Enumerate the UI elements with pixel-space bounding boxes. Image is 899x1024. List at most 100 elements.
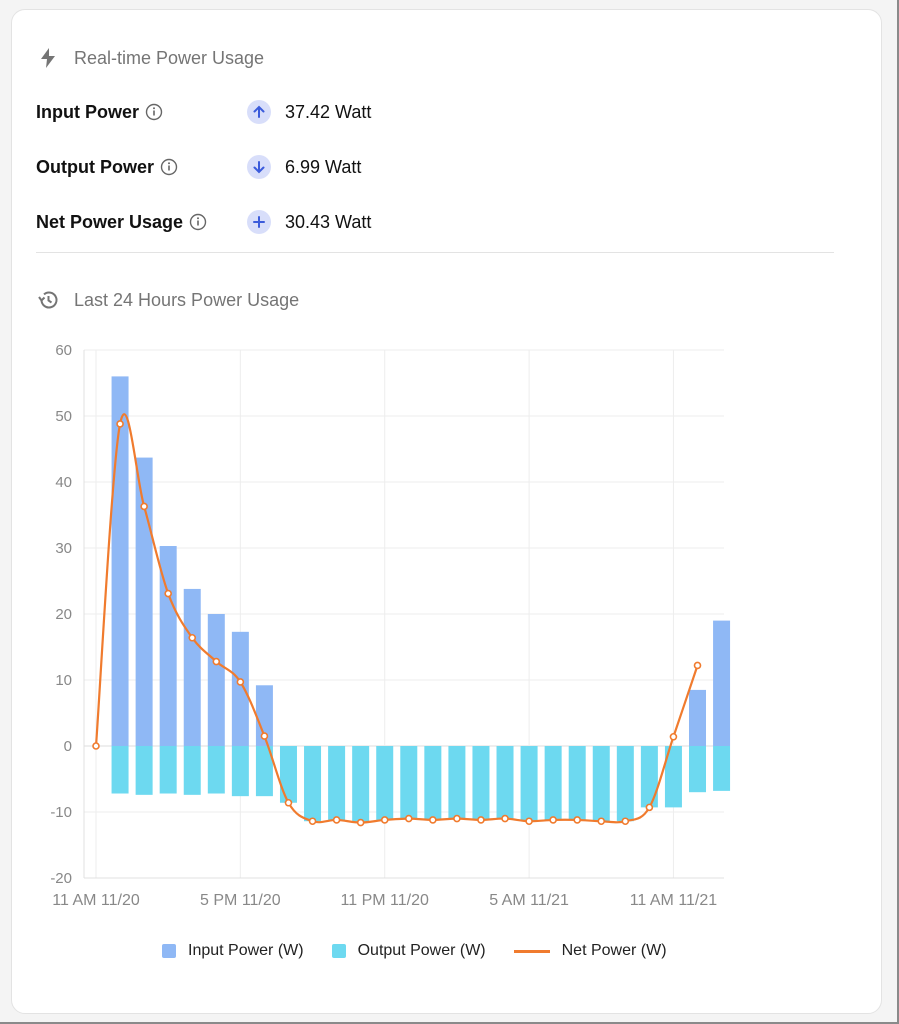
input-power-bar [135,457,153,746]
output-power-label: Output Power [36,156,154,177]
net-power-point [188,633,197,642]
output-power-bar [304,746,322,822]
net-power-point [116,420,124,428]
output-power-bar [520,746,538,822]
x-tick-label: 5 AM 11/21 [489,892,569,909]
net-power-line [94,413,699,824]
y-tick-label: -10 [50,804,72,821]
chart-legend: Input Power (W) Output Power (W) Net Pow… [162,942,695,960]
realtime-title: Real-time Power Usage [74,47,265,68]
legend-net[interactable]: Net Power (W) [513,942,667,960]
output-power-bar [159,746,177,794]
output-power-bar [689,746,707,793]
y-tick-label: 20 [55,606,72,623]
output-power-bar [207,746,225,794]
output-power-bar [352,746,370,823]
x-tick-label: 11 AM 11/21 [630,892,718,909]
output-power-bar [568,746,586,820]
divider [36,252,834,253]
input-power-bar [713,620,731,746]
net-power-point [212,657,221,666]
history-header: Last 24 Hours Power Usage [36,288,299,312]
output-power-row: Output Power 6.99 Watt [36,152,456,182]
input-power-bar [207,614,225,746]
net-power-point [429,816,437,824]
output-power-bar [448,746,466,819]
net-power-point [140,502,148,511]
y-tick-label: 0 [64,738,72,755]
legend-output[interactable]: Output Power (W) [331,942,486,960]
net-power-point [164,589,172,598]
info-icon[interactable] [145,103,163,121]
net-power-point [621,817,630,826]
info-icon[interactable] [160,158,178,176]
legend-net-swatch [513,949,550,953]
y-tick-label: 50 [55,408,72,425]
net-power-label: Net Power Usage [36,211,184,232]
net-power-point [669,732,678,741]
legend-output-label: Output Power (W) [357,942,486,959]
output-power-bar [231,746,249,797]
net-power-point [404,814,413,823]
net-power-point [356,818,365,827]
net-power-point [453,814,461,823]
net-power-point [92,742,100,750]
output-power-bar [400,746,418,819]
input-power-bar [159,546,177,746]
net-power-point [501,814,509,823]
net-power-point [332,816,341,824]
output-power-bar [135,746,153,795]
output-power-bar [111,746,129,794]
legend-input-label: Input Power (W) [188,942,304,959]
net-power-point [380,816,389,824]
net-power-label-wrap: Net Power Usage [36,212,246,233]
input-power-bar [255,685,273,746]
legend-input-swatch [162,944,176,958]
input-power-label: Input Power [36,101,139,122]
output-power-bar [328,746,346,820]
output-power-bar [255,746,273,797]
net-power-point [477,816,485,824]
input-power-bar [111,376,129,746]
input-power-value: 37.42 Watt [285,101,372,122]
y-tick-label: 60 [55,342,72,359]
output-power-bar [713,746,731,791]
power-usage-card [11,9,882,1014]
x-tick-label: 11 PM 11/20 [341,892,429,909]
legend-output-swatch [331,944,346,958]
x-tick-label: 5 PM 11/20 [200,892,281,909]
output-power-bar [544,746,562,820]
output-power-bar [279,746,297,803]
power-history-chart: 60 50 40 30 20 10 0 -10 -20 11 AM 11/20 5 PM 11/20… [50,342,731,909]
input-power-bar [231,631,249,746]
output-power-bar [376,746,394,820]
history-icon [36,288,60,312]
net-power-point [645,803,654,812]
info-icon[interactable] [189,213,207,231]
net-power-point [549,816,557,824]
y-tick-label: 40 [55,474,72,491]
y-tick-label: 10 [55,672,72,689]
output-power-label-wrap: Output Power [36,157,246,178]
legend-input[interactable]: Input Power (W) [162,942,304,960]
net-power-point [308,817,317,826]
input-power-bar [689,689,707,746]
output-power-value: 6.99 Watt [285,156,362,177]
output-power-bar [664,746,682,808]
net-power-point [260,732,269,740]
bolt-icon [36,46,60,70]
output-power-bar [616,746,634,822]
x-tick-label: 11 AM 11/20 [52,892,140,909]
net-power-value: 30.43 Watt [285,211,372,232]
input-power-bar [183,588,201,746]
y-tick-label: -20 [50,870,72,887]
net-power-point [573,816,582,824]
legend-net-label: Net Power (W) [561,942,667,959]
realtime-header: Real-time Power Usage [36,46,264,70]
net-power-point [693,661,702,670]
net-power-point [284,798,293,807]
output-power-bar [424,746,442,820]
plus-icon [247,210,271,234]
output-power-bar [592,746,610,822]
input-power-row: Input Power 37.42 Watt [36,97,456,127]
